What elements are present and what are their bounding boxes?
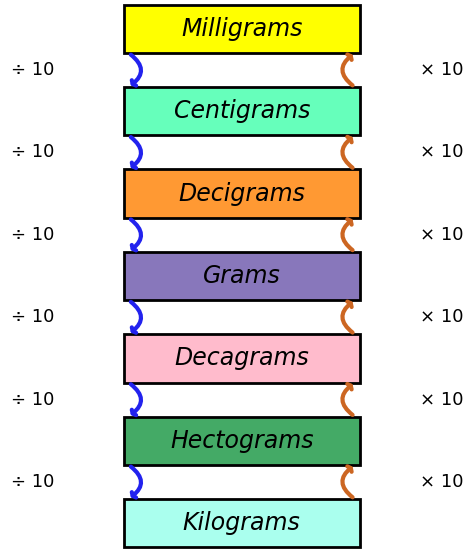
- Text: Decigrams: Decigrams: [178, 182, 305, 205]
- Text: ÷ 10: ÷ 10: [11, 391, 54, 408]
- Text: × 10: × 10: [419, 473, 463, 491]
- Text: ÷ 10: ÷ 10: [11, 144, 54, 161]
- Text: Decagrams: Decagrams: [174, 347, 309, 370]
- Text: ÷ 10: ÷ 10: [11, 226, 54, 244]
- FancyBboxPatch shape: [124, 87, 359, 135]
- FancyBboxPatch shape: [124, 4, 359, 53]
- Text: ÷ 10: ÷ 10: [11, 61, 54, 79]
- Text: × 10: × 10: [419, 144, 463, 161]
- FancyBboxPatch shape: [124, 334, 359, 383]
- Text: Milligrams: Milligrams: [181, 17, 302, 41]
- FancyBboxPatch shape: [124, 252, 359, 300]
- FancyBboxPatch shape: [124, 499, 359, 548]
- Text: ÷ 10: ÷ 10: [11, 308, 54, 326]
- Text: Kilograms: Kilograms: [183, 511, 301, 535]
- Text: Hectograms: Hectograms: [170, 429, 313, 453]
- Text: Centigrams: Centigrams: [173, 99, 310, 123]
- FancyBboxPatch shape: [124, 417, 359, 465]
- Text: × 10: × 10: [419, 226, 463, 244]
- Text: Grams: Grams: [203, 264, 281, 288]
- Text: × 10: × 10: [419, 61, 463, 79]
- Text: ÷ 10: ÷ 10: [11, 473, 54, 491]
- Text: × 10: × 10: [419, 308, 463, 326]
- Text: × 10: × 10: [419, 391, 463, 408]
- FancyBboxPatch shape: [124, 169, 359, 218]
